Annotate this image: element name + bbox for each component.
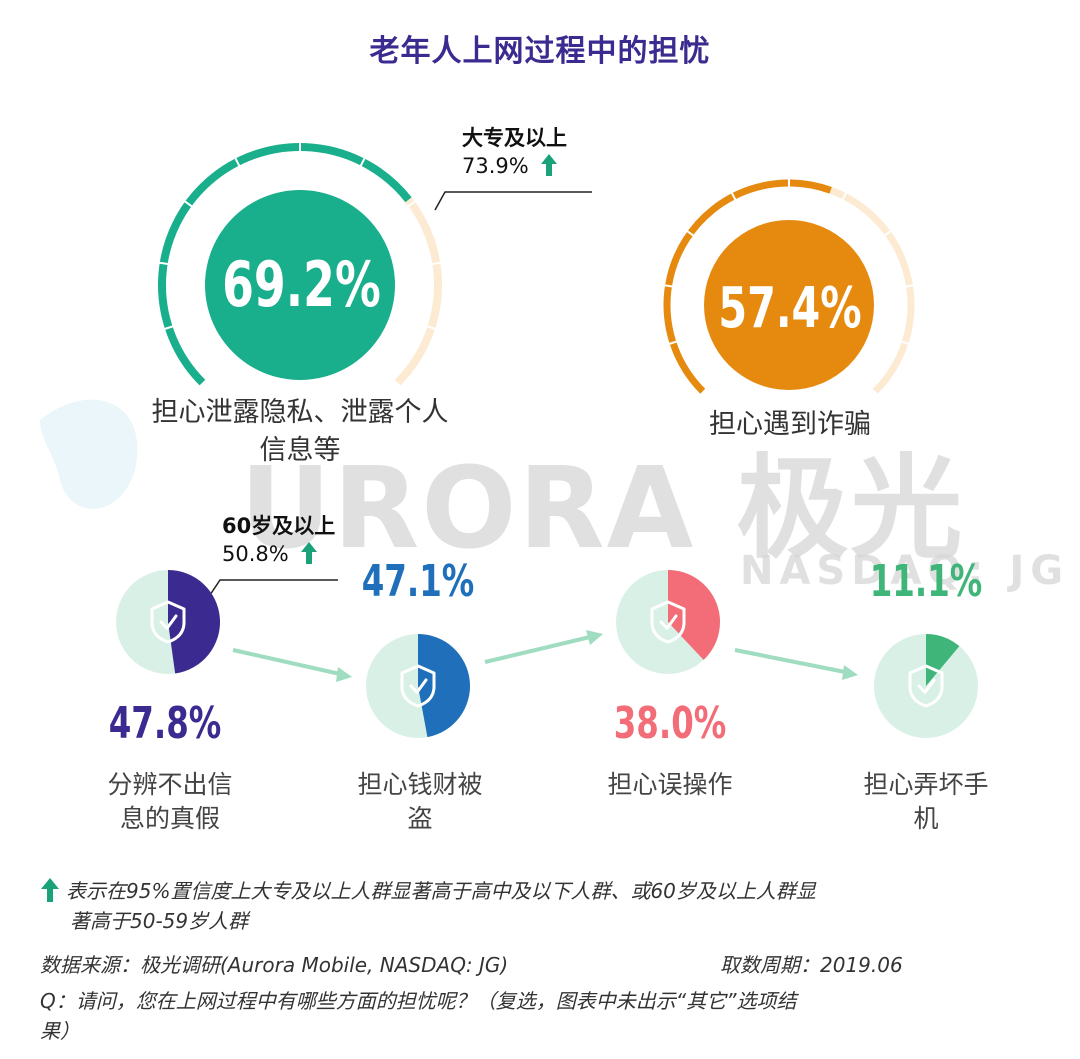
page-title: 老年人上网过程中的担忧 <box>369 34 711 69</box>
category-label-line: 盗 <box>407 804 433 833</box>
shield-icon <box>650 600 686 644</box>
pie-slice <box>418 634 470 738</box>
shield-icon <box>400 664 436 708</box>
category-label-line: 信息等 <box>259 435 341 466</box>
period-note: 取数周期：2019.06 <box>720 953 903 977</box>
pie-value-label: 57.4% <box>718 276 862 341</box>
shield-icon <box>150 600 186 644</box>
pie-slice <box>668 570 720 660</box>
gauge-value-arc <box>158 143 412 386</box>
gauge-tick <box>898 339 912 346</box>
legend-note: 表示在95%置信度上大专及以上人群显著高于高中及以下人群、或60岁及以上人群显 … <box>40 876 1050 936</box>
pie-value-label: 47.8% <box>108 698 222 749</box>
callout-value: 50.8% <box>222 542 289 566</box>
shield-icon <box>908 664 944 708</box>
category-label-line: 机 <box>913 804 939 833</box>
callout-line <box>434 191 592 211</box>
gauge-tick <box>155 261 172 266</box>
watermark-sub: NASDAQ: JG <box>740 548 1070 594</box>
category-label: 担心泄露隐私、泄露个人 信息等 <box>100 394 500 470</box>
category-label-line: 担心泄露隐私、泄露个人 <box>151 397 449 428</box>
category-label: 分辨不出信 息的真假 <box>80 768 260 836</box>
gauge-tick <box>881 228 894 239</box>
callout-group: 60岁及以上 <box>222 514 336 538</box>
pie-value-label: 38.0% <box>613 698 727 749</box>
gauge-tick <box>661 283 676 288</box>
question-note: Q：请问，您在上网过程中有哪些方面的担忧呢？（复选，图表中未出示“其它”选项结 … <box>40 986 1050 1046</box>
legend-note-line: 表示在95%置信度上大专及以上人群显著高于高中及以下人群、或60岁及以上人群显 <box>66 879 816 903</box>
callout-line <box>199 579 338 611</box>
gauge-tick <box>666 339 680 346</box>
gauge-tick <box>902 283 917 288</box>
watermark-swoosh-shape <box>40 399 138 509</box>
gauge-tick <box>684 228 697 239</box>
pie-value-label: 69.2% <box>222 248 381 321</box>
category-label: 担心弄坏手 机 <box>836 768 1016 836</box>
gauge-tick <box>404 198 419 210</box>
pie-slice <box>168 570 220 674</box>
gauge-tick <box>428 261 445 266</box>
gauge-tick <box>160 324 177 332</box>
gauge-value-arc <box>663 179 832 394</box>
callout-group: 大专及以上 <box>462 126 567 150</box>
pie-value-label: 11.1% <box>869 556 983 607</box>
category-label-line: 担心弄坏手 <box>863 770 989 799</box>
gauge-track <box>394 197 442 386</box>
gauge-tick <box>232 154 242 170</box>
category-label-line: 担心遇到诈骗 <box>709 409 871 440</box>
callout-value: 73.9% <box>462 154 529 178</box>
category-label-line: 担心钱财被 <box>357 770 483 799</box>
callout-note: 大专及以上 73.9% <box>462 124 567 180</box>
gauge-tick <box>181 198 196 210</box>
pie-slice <box>926 634 960 686</box>
question-line: 果） <box>40 1019 80 1043</box>
pie-value-label: 47.1% <box>361 556 475 607</box>
arrow-up-icon <box>541 154 558 176</box>
arrow-up-icon <box>301 542 318 564</box>
category-label: 担心遇到诈骗 <box>660 406 920 444</box>
flow-arrow <box>734 648 858 680</box>
category-label: 担心钱财被 盗 <box>330 768 510 836</box>
category-label: 担心误操作 <box>580 768 760 802</box>
category-label-line: 息的真假 <box>119 804 220 833</box>
gauge-tick <box>423 324 440 332</box>
legend-note-line: 著高于50-59岁人群 <box>70 909 249 933</box>
flow-arrow <box>232 648 352 682</box>
question-line: Q：请问，您在上网过程中有哪些方面的担忧呢？（复选，图表中未出示“其它”选项结 <box>40 989 797 1013</box>
pie-disc <box>205 190 395 380</box>
category-label-line: 担心误操作 <box>607 770 733 799</box>
category-label-line: 分辨不出信 <box>107 770 233 799</box>
gauge-tick <box>358 154 368 170</box>
gauge-track <box>829 187 915 394</box>
gauge-tick <box>729 189 738 203</box>
callout-note: 60岁及以上 50.8% <box>222 512 335 568</box>
flow-arrow <box>484 630 603 664</box>
arrow-up-icon <box>41 878 59 902</box>
source-note: 数据来源：极光调研(Aurora Mobile, NASDAQ: JG) <box>40 953 509 977</box>
watermark: URORA 极光 <box>240 444 965 574</box>
gauge-tick <box>840 189 849 203</box>
pie-disc <box>704 220 874 390</box>
